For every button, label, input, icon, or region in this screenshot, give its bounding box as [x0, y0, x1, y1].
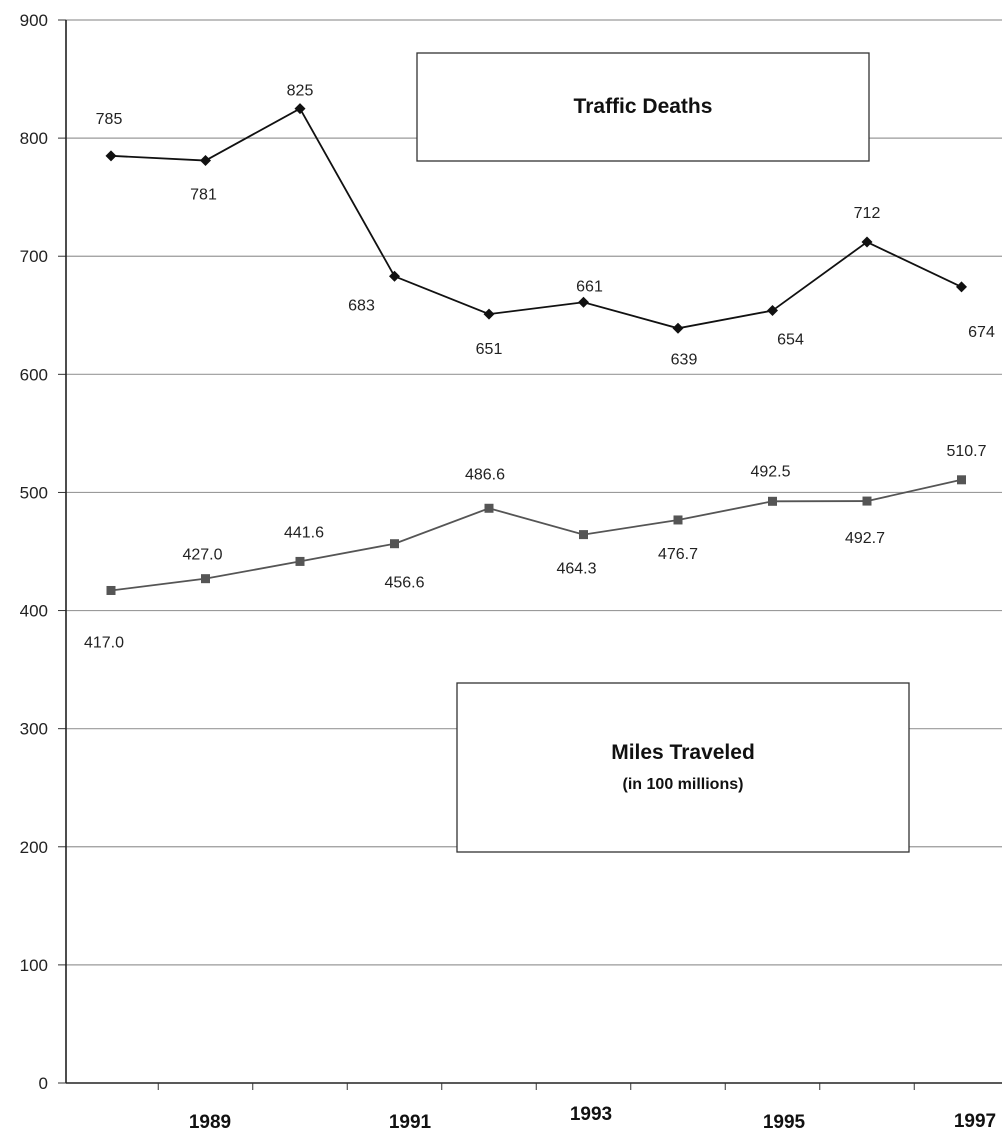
- data-point-marker: [579, 530, 588, 540]
- series-traffic-deaths: [105, 103, 967, 334]
- data-point-marker: [957, 475, 966, 485]
- data-label: 781: [190, 187, 217, 204]
- data-point-marker: [862, 496, 872, 506]
- annotation-title: Traffic Deaths: [574, 95, 713, 118]
- data-label: 441.6: [284, 524, 324, 541]
- series-line: [110, 478, 962, 592]
- y-tick-label: 800: [20, 129, 48, 148]
- data-point-marker: [673, 515, 683, 525]
- data-label: 476.7: [658, 546, 698, 563]
- data-point-marker: [483, 308, 495, 320]
- traffic-deaths-box: Traffic Deaths: [416, 52, 870, 162]
- data-label: 683: [348, 297, 375, 314]
- data-label: 825: [287, 83, 314, 100]
- x-tick-label: 1995: [763, 1112, 806, 1133]
- data-point-marker: [105, 150, 117, 162]
- data-point-marker: [295, 556, 305, 566]
- miles-traveled-box: Miles Traveled (in 100 millions): [456, 682, 910, 853]
- data-label: 456.6: [384, 575, 424, 592]
- x-tick-label: 1997: [954, 1111, 996, 1132]
- data-label: 492.7: [845, 530, 885, 547]
- data-label: 651: [476, 341, 503, 358]
- data-label: 785: [96, 111, 123, 128]
- data-point-marker: [672, 322, 684, 334]
- data-point-marker: [200, 155, 211, 167]
- annotation-title: Miles Traveled: [611, 741, 755, 764]
- data-label: 427.0: [182, 547, 222, 564]
- data-label: 492.5: [750, 463, 790, 480]
- series-miles-traveled: [106, 475, 966, 595]
- y-tick-label: 600: [20, 365, 48, 384]
- data-label: 661: [576, 278, 603, 295]
- y-tick-label: 200: [20, 838, 48, 857]
- x-tick-label: 1991: [389, 1112, 432, 1133]
- data-point-marker: [294, 103, 306, 115]
- series-lines: [105, 103, 967, 595]
- y-tick-label: 500: [20, 483, 48, 502]
- data-label: 417.0: [84, 634, 124, 651]
- x-tick-label: 1989: [189, 1112, 231, 1133]
- annotation-subtitle: (in 100 millions): [623, 776, 744, 793]
- data-point-marker: [390, 539, 399, 549]
- data-label: 674: [968, 324, 995, 341]
- data-point-marker: [484, 503, 494, 513]
- data-point-marker: [956, 281, 967, 293]
- data-point-marker: [201, 574, 210, 584]
- annotation-box: [416, 52, 870, 162]
- data-point-marker: [578, 296, 589, 308]
- data-label: 654: [777, 332, 804, 349]
- annotation-box: [456, 682, 910, 853]
- data-label: 639: [671, 351, 698, 368]
- y-tick-label: 100: [20, 956, 48, 975]
- y-tick-label: 700: [20, 247, 48, 266]
- data-label: 486.6: [465, 466, 505, 483]
- y-tick-label: 0: [39, 1074, 48, 1093]
- axes: 0 100 200 300 400 500 600 700 800 900 1989 1991 1993…: [20, 11, 1002, 1133]
- data-label: 510.7: [946, 443, 986, 460]
- data-point-marker: [861, 236, 873, 248]
- annotation-boxes: Traffic Deaths Miles Traveled (in 100 mill…: [416, 52, 910, 853]
- data-label: 464.3: [556, 561, 596, 578]
- data-point-marker: [389, 270, 400, 282]
- y-tick-label: 400: [20, 602, 48, 621]
- data-point-marker: [768, 496, 777, 506]
- data-point-marker: [106, 585, 116, 595]
- data-point-marker: [767, 305, 778, 317]
- data-label: 712: [854, 205, 881, 222]
- data-labels: 785 781 825 683 651 661 639 654 712 674 417.0 427.0…: [84, 83, 995, 652]
- y-tick-label: 300: [20, 720, 48, 739]
- y-tick-label: 900: [20, 11, 48, 30]
- series-line: [110, 107, 962, 330]
- x-tick-label: 1993: [570, 1104, 612, 1125]
- grid-lines: [66, 19, 1002, 966]
